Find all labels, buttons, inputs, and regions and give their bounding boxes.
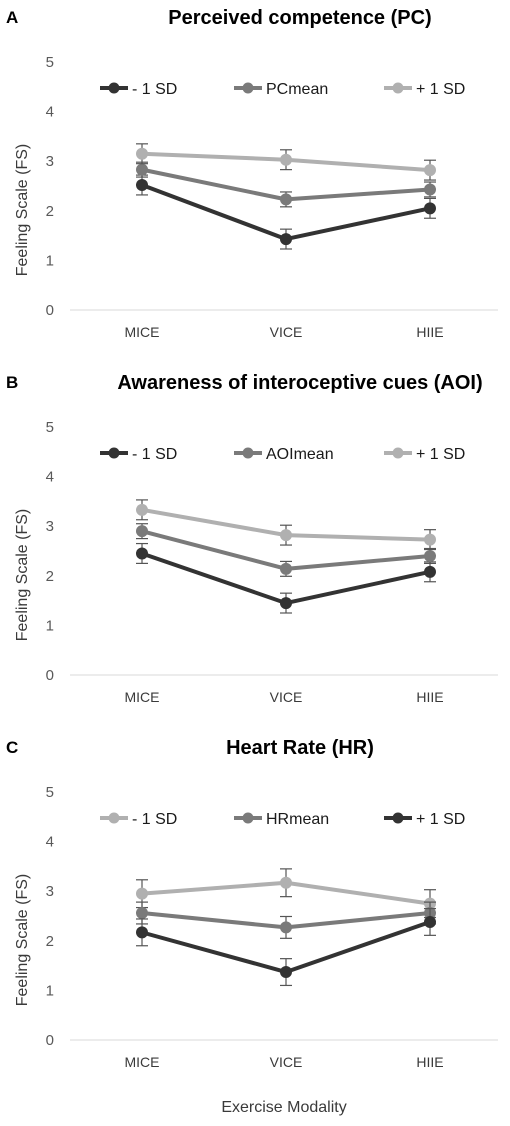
series xyxy=(136,174,436,250)
x-axis-label: Exercise Modality xyxy=(221,1099,346,1116)
data-point xyxy=(136,926,148,939)
x-tick-label: VICE xyxy=(270,1054,303,1070)
y-axis-label: Feeling Scale (FS) xyxy=(14,874,31,1007)
panel-c: C Heart Rate (HR) Feeling Scale (FS) 0 1 2 3 4 5… xyxy=(6,737,498,1070)
legend-marker xyxy=(392,447,404,459)
data-point xyxy=(280,562,292,575)
legend-marker xyxy=(392,812,404,824)
legend-label: AOImean xyxy=(266,446,334,463)
series xyxy=(136,499,436,551)
legend-marker xyxy=(242,447,254,459)
panel-b: B Awareness of interoceptive cues (AOI) Fe… xyxy=(6,372,498,705)
panel-letter: C xyxy=(6,738,18,757)
data-point xyxy=(280,233,292,246)
data-point xyxy=(280,597,292,610)
series xyxy=(136,542,436,614)
legend-marker xyxy=(242,82,254,94)
y-tick-label: 4 xyxy=(46,104,54,121)
legend-label: + 1 SD xyxy=(416,81,465,98)
data-point xyxy=(136,147,148,160)
series xyxy=(136,907,436,987)
data-point xyxy=(136,163,148,176)
chart-panels: A Perceived competence (PC) Feeling Scale … xyxy=(6,7,498,1070)
panel-letter: B xyxy=(6,373,18,392)
y-tick-label: 0 xyxy=(46,302,54,319)
data-point xyxy=(280,921,292,934)
data-point xyxy=(424,183,436,196)
x-tick-label: VICE xyxy=(270,324,303,340)
series xyxy=(136,523,436,577)
y-tick-label: 4 xyxy=(46,469,54,486)
legend-label: + 1 SD xyxy=(416,446,465,463)
data-point xyxy=(136,907,148,920)
x-tick-label: MICE xyxy=(125,689,160,705)
data-point xyxy=(280,153,292,166)
y-tick-label: 5 xyxy=(46,419,54,436)
chart-title: Heart Rate (HR) xyxy=(226,737,374,759)
x-tick-label: MICE xyxy=(125,1054,160,1070)
series xyxy=(136,143,436,181)
x-tick-label: MICE xyxy=(125,324,160,340)
chart-title: Awareness of interoceptive cues (AOI) xyxy=(117,372,482,394)
y-tick-label: 1 xyxy=(46,982,54,999)
legend-marker xyxy=(108,447,120,459)
data-point xyxy=(280,876,292,889)
y-tick-label: 1 xyxy=(46,252,54,269)
data-point xyxy=(136,547,148,560)
legend-label: + 1 SD xyxy=(416,811,465,828)
data-point xyxy=(280,193,292,206)
legend-marker xyxy=(242,812,254,824)
legend-marker xyxy=(108,812,120,824)
y-tick-label: 3 xyxy=(46,518,54,535)
panel-a: A Perceived competence (PC) Feeling Scale … xyxy=(6,7,498,340)
y-tick-label: 3 xyxy=(46,883,54,900)
data-point xyxy=(424,565,436,578)
y-tick-label: 1 xyxy=(46,617,54,634)
series xyxy=(136,161,436,208)
legend-marker xyxy=(392,82,404,94)
data-point xyxy=(424,202,436,215)
data-point xyxy=(424,533,436,546)
series xyxy=(136,901,436,939)
legend-label: - 1 SD xyxy=(132,446,177,463)
data-point xyxy=(136,525,148,538)
data-point xyxy=(280,966,292,979)
y-tick-label: 3 xyxy=(46,153,54,170)
data-point xyxy=(424,164,436,177)
y-tick-label: 5 xyxy=(46,784,54,801)
x-tick-label: HIIE xyxy=(416,324,443,340)
data-point xyxy=(424,549,436,562)
series xyxy=(136,868,436,919)
legend-marker xyxy=(108,82,120,94)
panel-letter: A xyxy=(6,8,18,27)
legend-label: - 1 SD xyxy=(132,81,177,98)
chart-title: Perceived competence (PC) xyxy=(168,7,431,29)
y-tick-label: 2 xyxy=(46,568,54,585)
legend-label: PCmean xyxy=(266,81,328,98)
y-tick-label: 2 xyxy=(46,933,54,950)
y-tick-label: 4 xyxy=(46,834,54,851)
data-point xyxy=(280,529,292,542)
y-tick-label: 0 xyxy=(46,1032,54,1049)
data-point xyxy=(136,503,148,516)
x-tick-label: VICE xyxy=(270,689,303,705)
y-axis-label: Feeling Scale (FS) xyxy=(14,144,31,277)
x-tick-label: HIIE xyxy=(416,689,443,705)
legend-label: HRmean xyxy=(266,811,329,828)
data-point xyxy=(424,915,436,928)
y-axis-label: Feeling Scale (FS) xyxy=(14,509,31,642)
x-tick-label: HIIE xyxy=(416,1054,443,1070)
legend-label: - 1 SD xyxy=(132,811,177,828)
data-point xyxy=(136,179,148,192)
data-point xyxy=(136,887,148,900)
y-tick-label: 5 xyxy=(46,54,54,71)
y-tick-label: 0 xyxy=(46,667,54,684)
y-tick-label: 2 xyxy=(46,203,54,220)
